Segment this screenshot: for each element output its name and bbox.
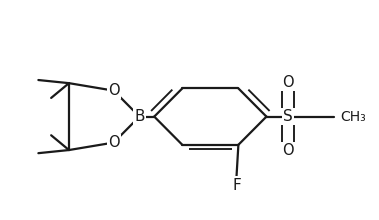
Text: B: B <box>134 109 145 124</box>
Text: O: O <box>108 135 119 150</box>
Text: S: S <box>283 109 293 124</box>
Text: O: O <box>108 83 119 98</box>
Text: O: O <box>282 75 294 90</box>
Text: CH₃: CH₃ <box>340 110 366 124</box>
Text: O: O <box>282 143 294 158</box>
Text: F: F <box>232 178 241 192</box>
